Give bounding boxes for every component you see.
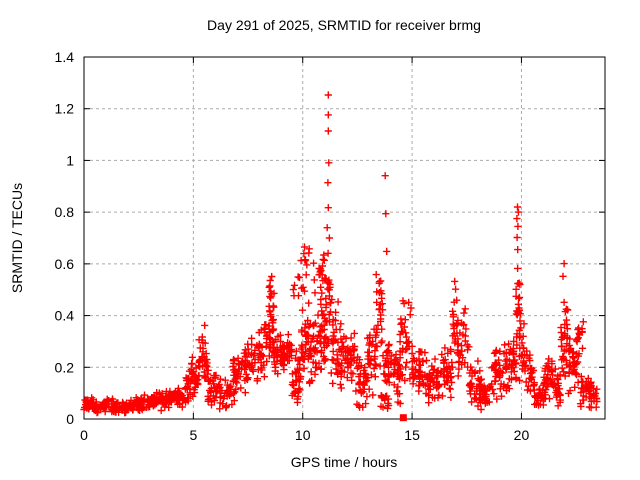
tick-labels: 0 5 10 15 20 0 0.2 0.4 0.6 0.8 1 1.2 1.4 bbox=[55, 49, 530, 443]
plot-border bbox=[83, 56, 606, 420]
x-tick-label: 10 bbox=[295, 427, 311, 443]
y-tick-label: 1.4 bbox=[55, 49, 75, 65]
x-tick-label: 20 bbox=[514, 427, 530, 443]
chart-title: Day 291 of 2025, SRMTID for receiver brm… bbox=[207, 17, 481, 33]
y-tick-label: 0.6 bbox=[55, 256, 75, 272]
y-tick-label: 1 bbox=[66, 152, 74, 168]
x-tick-label: 0 bbox=[80, 427, 88, 443]
y-tick-label: 0.4 bbox=[55, 308, 75, 324]
scatter-plus-markers bbox=[80, 91, 601, 417]
y-tick-label: 0.2 bbox=[55, 359, 75, 375]
scatter-square-marker bbox=[399, 414, 407, 422]
x-tick-label: 15 bbox=[404, 427, 420, 443]
y-tick-label: 0 bbox=[66, 411, 74, 427]
x-axis-label: GPS time / hours bbox=[291, 454, 398, 470]
x-tick-label: 5 bbox=[189, 427, 197, 443]
y-tick-label: 0.8 bbox=[55, 204, 75, 220]
y-axis-label: SRMTID / TECUs bbox=[9, 183, 25, 293]
data-points bbox=[80, 91, 601, 422]
y-tick-label: 1.2 bbox=[55, 101, 75, 117]
axis-ticks bbox=[83, 56, 605, 420]
